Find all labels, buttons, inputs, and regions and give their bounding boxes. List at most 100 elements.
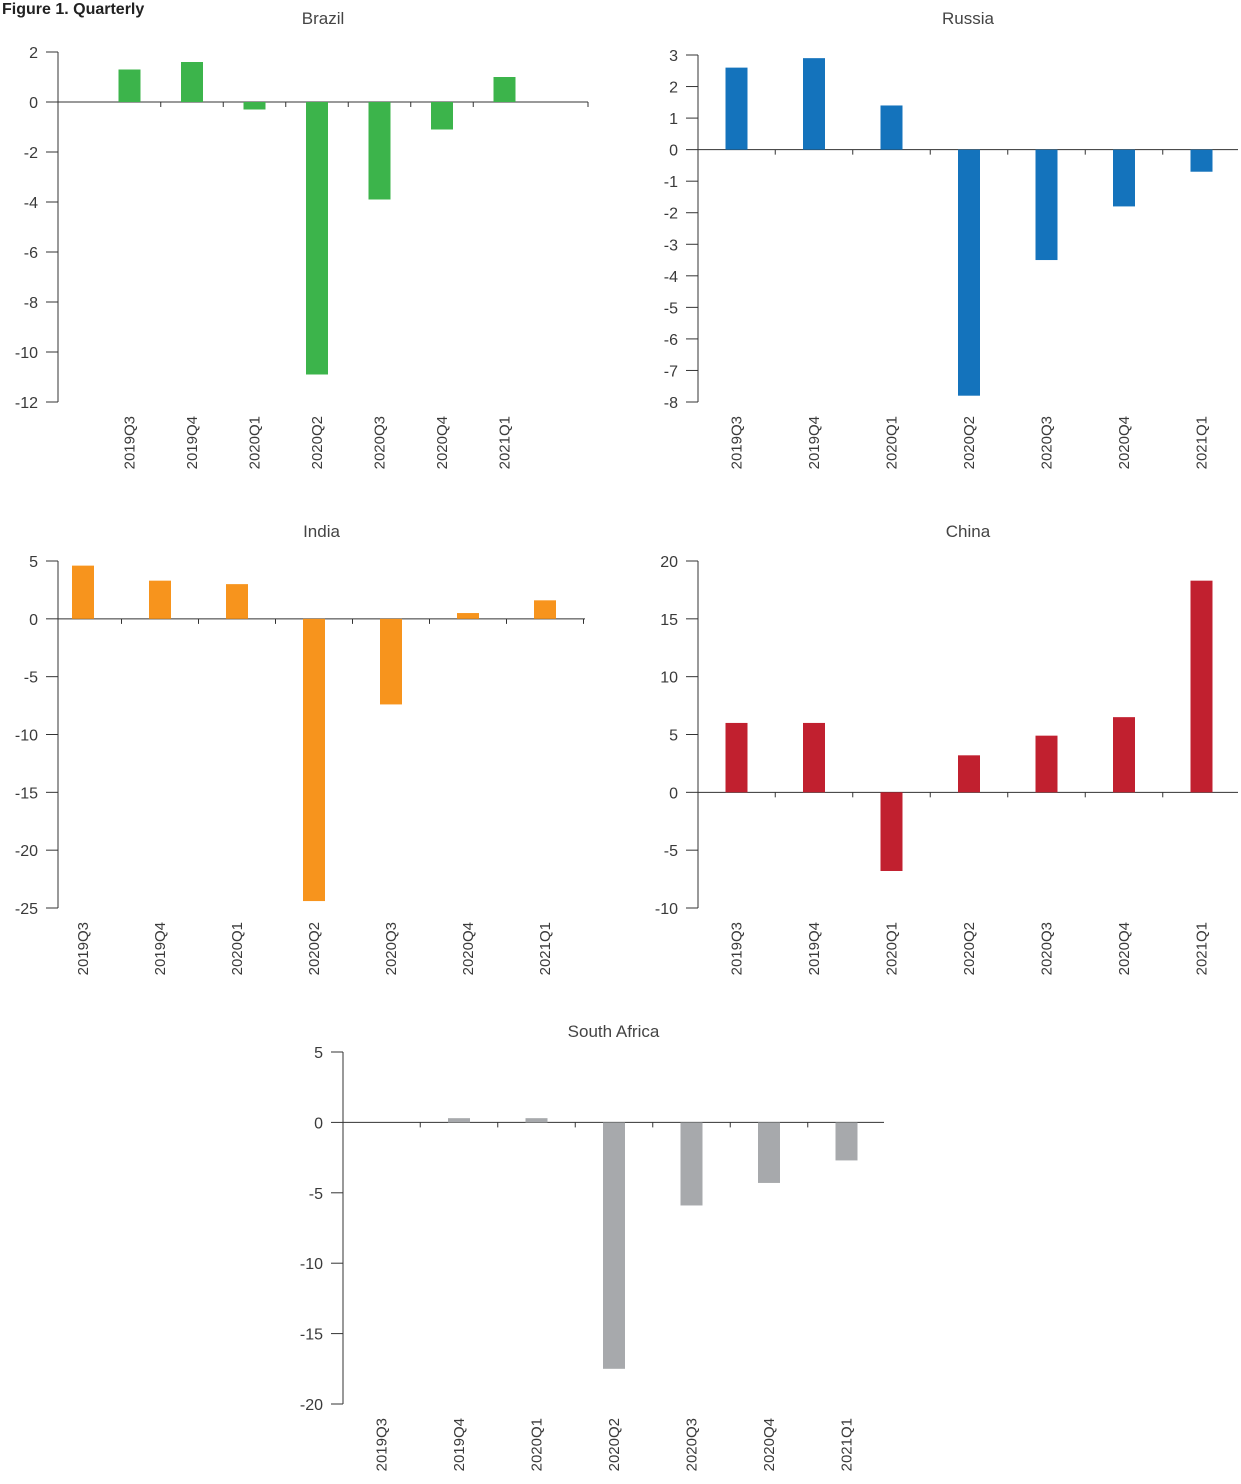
china-category-label: 2020Q4 [1116, 922, 1133, 975]
brazil-y-tick-label: -12 [15, 395, 38, 412]
russia-category-label: 2019Q3 [729, 416, 746, 469]
china-category-label: 2020Q3 [1039, 922, 1056, 975]
south-africa-category-label: 2020Q1 [529, 1418, 546, 1471]
china-bar-2020q2 [958, 755, 980, 793]
south-africa-category-label: 2019Q3 [374, 1418, 391, 1471]
china-bar-2020q4 [1113, 717, 1135, 793]
india-category-label: 2020Q1 [229, 922, 246, 975]
russia-category-label: 2019Q4 [806, 416, 823, 469]
south-africa-bar-2019q4 [448, 1118, 470, 1123]
china-y-tick-label: 0 [669, 785, 678, 802]
india-category-label: 2021Q1 [537, 922, 554, 975]
brazil-bar-2020q3 [368, 102, 391, 200]
india-y-tick-label: -5 [24, 670, 38, 687]
russia-chart: Russia 3 2 1 0 -1 -2 -3 -4 -5 -6 -7 -8 2019Q3 2019Q4 20… [664, 9, 1238, 469]
south-africa-bar-2020q4 [758, 1122, 780, 1183]
south-africa-y-tick-label: -20 [300, 1397, 323, 1414]
russia-category-label: 2020Q2 [961, 416, 978, 469]
south-africa-title: South Africa [568, 1022, 660, 1041]
south-africa-category-label: 2021Q1 [839, 1418, 856, 1471]
china-bar-2021q1 [1190, 580, 1213, 793]
south-africa-y-tick-label: -10 [300, 1256, 323, 1273]
south-africa-y-tick-label: -15 [300, 1327, 323, 1344]
south-africa-bar-2021q1 [835, 1122, 858, 1161]
china-chart: China 20 15 10 5 0 -5 -10 2019Q3 2019Q4 2020Q1 2020… [655, 522, 1238, 975]
south-africa-bar-2020q3 [680, 1122, 703, 1206]
russia-bar-2019q3 [725, 67, 748, 150]
china-y-tick-label: -5 [664, 843, 678, 860]
south-africa-bar-2020q2 [603, 1122, 625, 1369]
brazil-category-label: 2020Q4 [434, 416, 451, 469]
russia-y-tick-label: -5 [664, 300, 678, 317]
india-bar-2019q3 [72, 565, 94, 619]
india-category-label: 2020Q3 [383, 922, 400, 975]
brazil-category-label: 2020Q3 [372, 416, 389, 469]
brazil-category-label: 2019Q3 [122, 416, 139, 469]
south-africa-chart: South Africa 5 0 -5 -10 -15 -20 2019Q3 2019Q4 202… [300, 1022, 884, 1471]
russia-category-label: 2020Q4 [1116, 416, 1133, 469]
india-chart: India 5 0 -5 -10 -15 -20 -25 2019Q3 2019Q4 2020Q1 2… [15, 522, 585, 975]
china-category-label: 2020Q2 [961, 922, 978, 975]
china-category-label: 2019Q3 [729, 922, 746, 975]
china-bar-2019q3 [725, 722, 748, 793]
brazil-category-label: 2019Q4 [184, 416, 201, 469]
russia-y-tick-label: 0 [669, 143, 678, 160]
india-category-label: 2019Q4 [152, 922, 169, 975]
india-y-tick-label: 0 [29, 612, 38, 629]
brazil-y-tick-label: -8 [24, 295, 38, 312]
india-bar-2019q4 [149, 580, 171, 619]
brazil-category-label: 2020Q1 [247, 416, 264, 469]
brazil-chart: Brazil 2 0 -2 -4 -6 -8 -10 -12 2019Q3 2019Q4 2020Q1… [15, 9, 589, 469]
india-category-label: 2020Q2 [306, 922, 323, 975]
russia-y-tick-label: 3 [669, 48, 678, 65]
russia-y-tick-label: -6 [664, 332, 678, 349]
india-category-label: 2019Q3 [75, 922, 92, 975]
brazil-y-tick-label: 0 [29, 95, 38, 112]
brazil-y-tick-label: -4 [24, 195, 38, 212]
russia-bar-2020q4 [1113, 149, 1135, 207]
south-africa-category-label: 2020Q3 [684, 1418, 701, 1471]
india-y-tick-label: -20 [15, 843, 38, 860]
india-category-label: 2020Q4 [460, 922, 477, 975]
russia-y-tick-label: 2 [669, 80, 678, 97]
india-y-tick-label: 5 [29, 554, 38, 571]
south-africa-bar-2020q1 [525, 1118, 548, 1123]
south-africa-y-tick-label: 0 [314, 1115, 323, 1132]
brazil-bar-2020q2 [306, 102, 328, 375]
china-category-label: 2021Q1 [1194, 922, 1211, 975]
china-y-tick-label: 15 [660, 612, 678, 629]
brazil-bar-2021q1 [493, 77, 516, 102]
russia-category-label: 2021Q1 [1194, 416, 1211, 469]
china-category-label: 2019Q4 [806, 922, 823, 975]
russia-y-tick-label: -4 [664, 269, 678, 286]
brazil-y-tick-label: -2 [24, 145, 38, 162]
brazil-bar-2019q3 [118, 69, 141, 102]
russia-bar-2020q1 [880, 105, 903, 150]
south-africa-y-tick-label: 5 [314, 1045, 323, 1062]
russia-title: Russia [942, 9, 995, 28]
russia-y-tick-label: 1 [669, 111, 678, 128]
brazil-category-label: 2020Q2 [309, 416, 326, 469]
brazil-y-tick-label: -10 [15, 345, 38, 362]
china-y-tick-label: 10 [660, 670, 678, 687]
russia-bar-2020q2 [958, 149, 980, 396]
india-y-tick-label: -15 [15, 785, 38, 802]
brazil-y-tick-label: 2 [29, 45, 38, 62]
russia-y-tick-label: -8 [664, 395, 678, 412]
china-bar-2019q4 [803, 722, 825, 793]
india-bar-2021q1 [534, 600, 556, 619]
brazil-title: Brazil [302, 9, 345, 28]
brazil-bar-2020q4 [431, 102, 453, 130]
brazil-bar-2019q4 [181, 62, 203, 102]
south-africa-category-label: 2020Q2 [606, 1418, 623, 1471]
russia-y-tick-label: -1 [664, 174, 678, 191]
china-y-tick-label: -10 [655, 901, 678, 918]
figure-heading: Figure 1. Quarterly [2, 1, 144, 18]
russia-y-tick-label: -2 [664, 206, 678, 223]
russia-bar-2019q4 [803, 58, 825, 150]
brazil-category-label: 2021Q1 [497, 416, 514, 469]
russia-category-label: 2020Q3 [1039, 416, 1056, 469]
india-y-tick-label: -25 [15, 901, 38, 918]
south-africa-category-label: 2020Q4 [761, 1418, 778, 1471]
